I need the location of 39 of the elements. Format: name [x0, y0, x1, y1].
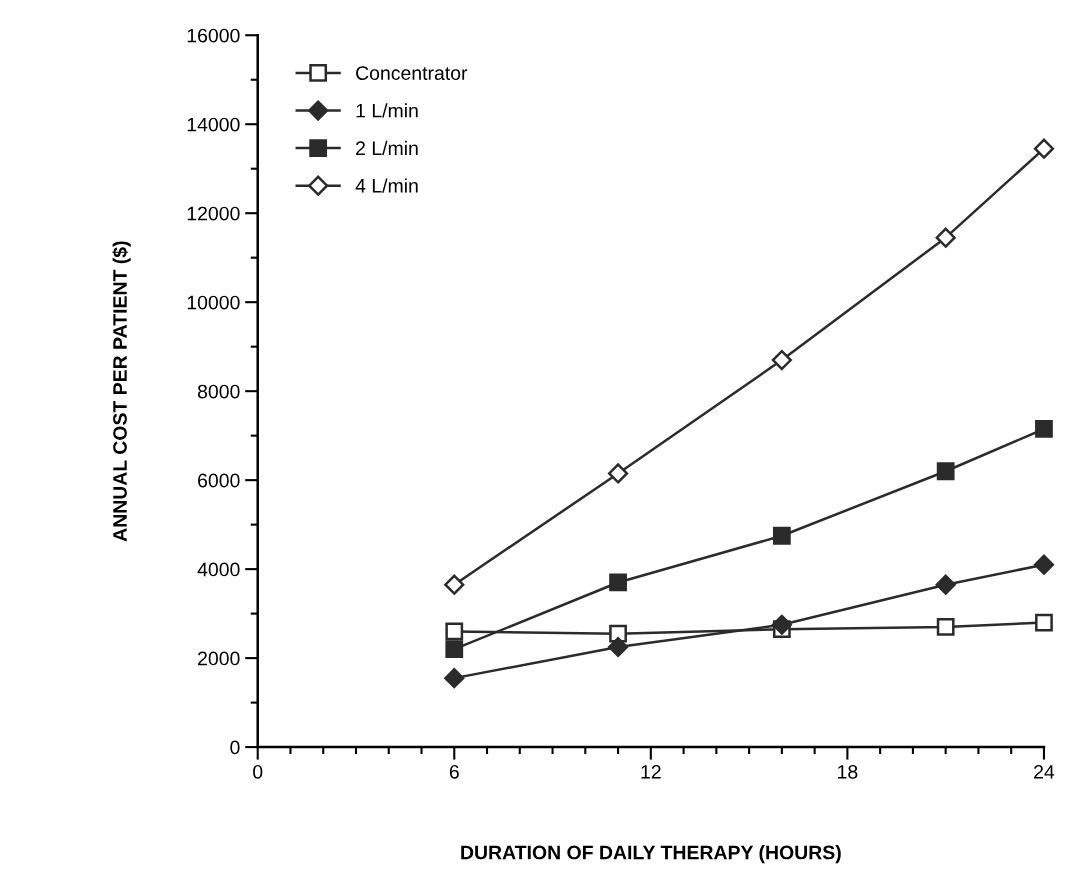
y-tick-label: 12000: [187, 206, 240, 221]
point: [1033, 554, 1055, 575]
point: [936, 462, 955, 481]
x-tick-label: 6: [449, 764, 459, 779]
point: [445, 622, 464, 641]
point: [1035, 613, 1053, 632]
x-tick-label: 12: [641, 764, 661, 779]
y-tick-label: 8000: [197, 384, 240, 399]
point: [607, 463, 629, 484]
legend-label: 4 L/min: [355, 178, 418, 193]
point: [609, 573, 627, 592]
point: [444, 574, 465, 595]
y-tick-label: 10000: [187, 295, 240, 310]
y-tick-label: 14000: [187, 117, 240, 132]
y-tick-label: 4000: [197, 562, 240, 577]
x-axis-title: DURATION OF DAILY THERAPY (HOURS): [461, 845, 841, 864]
y-tick-label: 0: [230, 740, 240, 755]
point: [936, 618, 955, 636]
x-tick-label: 24: [1034, 764, 1055, 779]
legend-label: 2 L/min: [356, 140, 418, 156]
point: [1033, 138, 1055, 159]
point: [1035, 420, 1053, 438]
y-tick-label: 16000: [187, 28, 240, 43]
point: [771, 349, 792, 371]
legend-label: Concentrator: [356, 66, 468, 80]
point: [609, 624, 627, 643]
x-tick-label: 0: [253, 764, 263, 779]
x-tick-label: 18: [838, 764, 858, 779]
point: [607, 636, 629, 658]
point: [771, 614, 792, 635]
legend-label: 1 L/min: [356, 103, 418, 118]
y-tick-label: 6000: [198, 473, 240, 488]
point: [935, 227, 956, 248]
y-tick-label: 2000: [198, 651, 240, 666]
point: [935, 574, 956, 595]
point: [772, 526, 791, 545]
point: [445, 640, 464, 659]
y-axis-title: ANNUAL COST PER PATIENT ($): [112, 241, 131, 542]
point: [444, 668, 465, 689]
